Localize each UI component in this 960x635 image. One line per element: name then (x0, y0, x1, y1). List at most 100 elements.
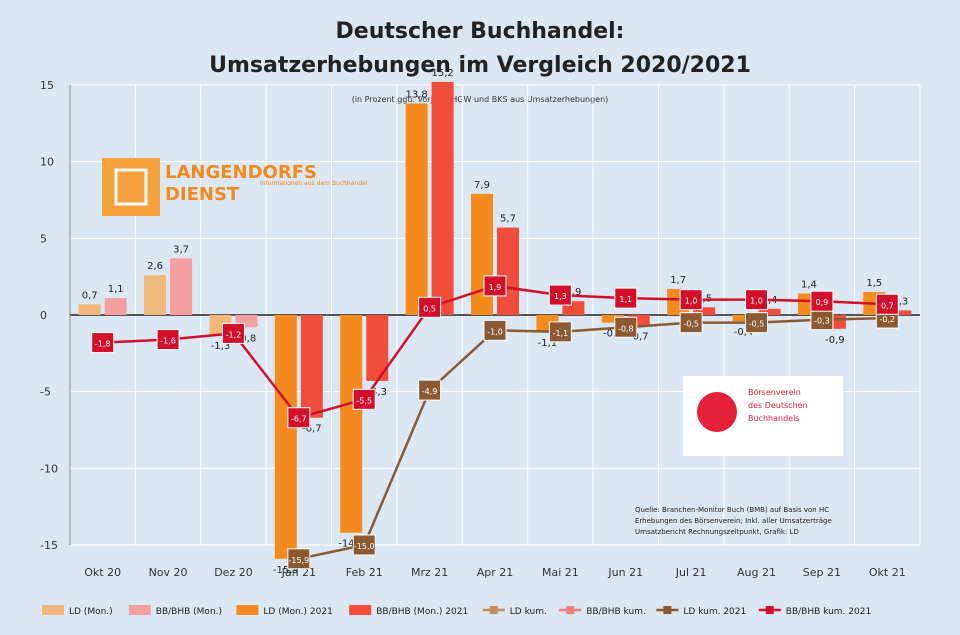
line-marker (221, 322, 245, 344)
bar-data-label: -0,9 (825, 335, 845, 346)
series-line (298, 316, 888, 561)
line-data-label: 1,0 (685, 297, 698, 306)
bar-data-label: -6,7 (302, 424, 322, 435)
bar-data-label: 5,7 (500, 214, 516, 225)
line-data-label: -5,5 (356, 396, 372, 405)
y-tick-label: -5 (40, 386, 51, 399)
line-marker (745, 312, 769, 334)
y-tick-label: 0 (40, 309, 47, 322)
line-data-label: -1,1 (553, 329, 569, 338)
legend-swatch-marker (489, 606, 498, 614)
boersenverein-logo-line2: des Deutschen (748, 401, 808, 410)
line-marker (418, 379, 442, 401)
bar-data-label: 1,7 (670, 275, 686, 286)
line-data-label: -1,2 (226, 330, 242, 339)
legend-label: BB/BHB (Mon.) 2021 (376, 607, 468, 617)
bar-data-label: -0,7 (629, 332, 649, 343)
bar (627, 315, 650, 326)
line-data-label: 0,9 (816, 298, 829, 307)
line-marker (614, 316, 638, 338)
x-tick-label: Sep 21 (803, 566, 841, 579)
source-note-line: Erhebungen des Börsenverein; Inkl. aller… (635, 517, 832, 525)
line-data-label: 1,0 (750, 297, 763, 306)
legend-swatch-marker (566, 606, 575, 614)
y-tick-label: 15 (40, 79, 54, 92)
bar-data-label: 1,4 (801, 280, 817, 291)
line-marker (875, 293, 899, 315)
line-data-label: -6,7 (291, 415, 307, 424)
bar (300, 315, 323, 418)
bar-data-label: -14,2 (338, 539, 364, 550)
line-marker (679, 289, 703, 311)
bar-data-label: 0,7 (82, 290, 98, 301)
bar (889, 310, 912, 315)
line-marker (548, 321, 572, 343)
bar (144, 275, 167, 315)
x-tick-label: Aug 21 (737, 566, 776, 579)
bar (471, 193, 493, 315)
x-tick-label: Mai 21 (542, 566, 579, 579)
legend-label: BB/BHB kum. (586, 607, 646, 617)
bar (405, 103, 428, 316)
bar-data-label: 2,6 (147, 261, 163, 272)
line-marker (287, 548, 311, 570)
x-tick-label: Okt 21 (869, 566, 906, 579)
chart-title: Deutscher Buchhandel: (336, 19, 625, 44)
bar (497, 227, 519, 315)
bar-data-label: -0,8 (237, 333, 257, 344)
line-data-label: -4,9 (422, 387, 438, 396)
legend-label: BB/BHB (Mon.) (156, 607, 222, 617)
bar (274, 315, 297, 559)
bar (340, 315, 363, 533)
bar (431, 81, 454, 315)
line-marker (810, 290, 834, 312)
x-tick-label: Jul 21 (675, 566, 707, 579)
line-data-label: 1,9 (489, 283, 502, 292)
boersenverein-logo-line3: Buchhandels (748, 414, 799, 423)
bar (732, 315, 755, 322)
bar-data-label: 3,7 (173, 244, 189, 255)
x-tick-label: Okt 20 (84, 566, 121, 579)
bar-data-label: 15,2 (431, 68, 453, 79)
line-marker (156, 329, 180, 351)
x-tick-label: Mrz 21 (411, 566, 448, 579)
line-marker (352, 388, 376, 410)
line-marker (614, 287, 638, 309)
x-tick-label: Nov 20 (149, 566, 188, 579)
chart-note: (in Prozent ggü. Vorjahr; HGW und BKS au… (352, 95, 609, 104)
line-data-label: -1,6 (160, 337, 176, 346)
bar (104, 298, 127, 315)
bar-data-label: 1,5 (866, 278, 882, 289)
bar-data-label: -0,5 (603, 329, 623, 340)
boersenverein-logo-line1: Börsenverein (748, 388, 801, 397)
line-data-label: -1,0 (487, 327, 503, 336)
legend-swatch-marker (765, 606, 774, 614)
line-data-label: -0,2 (880, 315, 896, 324)
bar-data-label: -4,3 (367, 387, 387, 398)
chart-subtitle: Umsatzerhebungen im Vergleich 2020/2021 (209, 53, 751, 78)
legend-swatch (349, 605, 372, 615)
source-note-line: Umsatzbericht Rechnungszeitpunkt, Grafik… (635, 528, 799, 536)
line-marker (679, 312, 703, 334)
line-marker (745, 289, 769, 311)
legend-label: LD kum. (510, 607, 547, 617)
legend-swatch (42, 605, 64, 615)
y-tick-label: -10 (40, 462, 58, 475)
line-data-label: -0,3 (814, 317, 830, 326)
bar-data-label: 1,1 (108, 284, 124, 295)
line-marker (91, 332, 115, 354)
bar-data-label: -1,3 (211, 341, 231, 352)
line-marker (418, 296, 442, 318)
line-data-label: -1,8 (95, 340, 111, 349)
legend-swatch-marker (663, 606, 672, 614)
langendorfs-logo-tagline: Informationen aus dem Buchhandel (260, 180, 368, 187)
line-data-label: 1,1 (619, 295, 632, 304)
line-data-label: -0,8 (618, 324, 634, 333)
bar-data-label: 13,8 (405, 89, 427, 100)
line-marker (483, 319, 507, 341)
y-tick-label: -15 (40, 539, 58, 552)
line-marker (483, 275, 507, 297)
x-tick-label: Feb 21 (346, 566, 383, 579)
